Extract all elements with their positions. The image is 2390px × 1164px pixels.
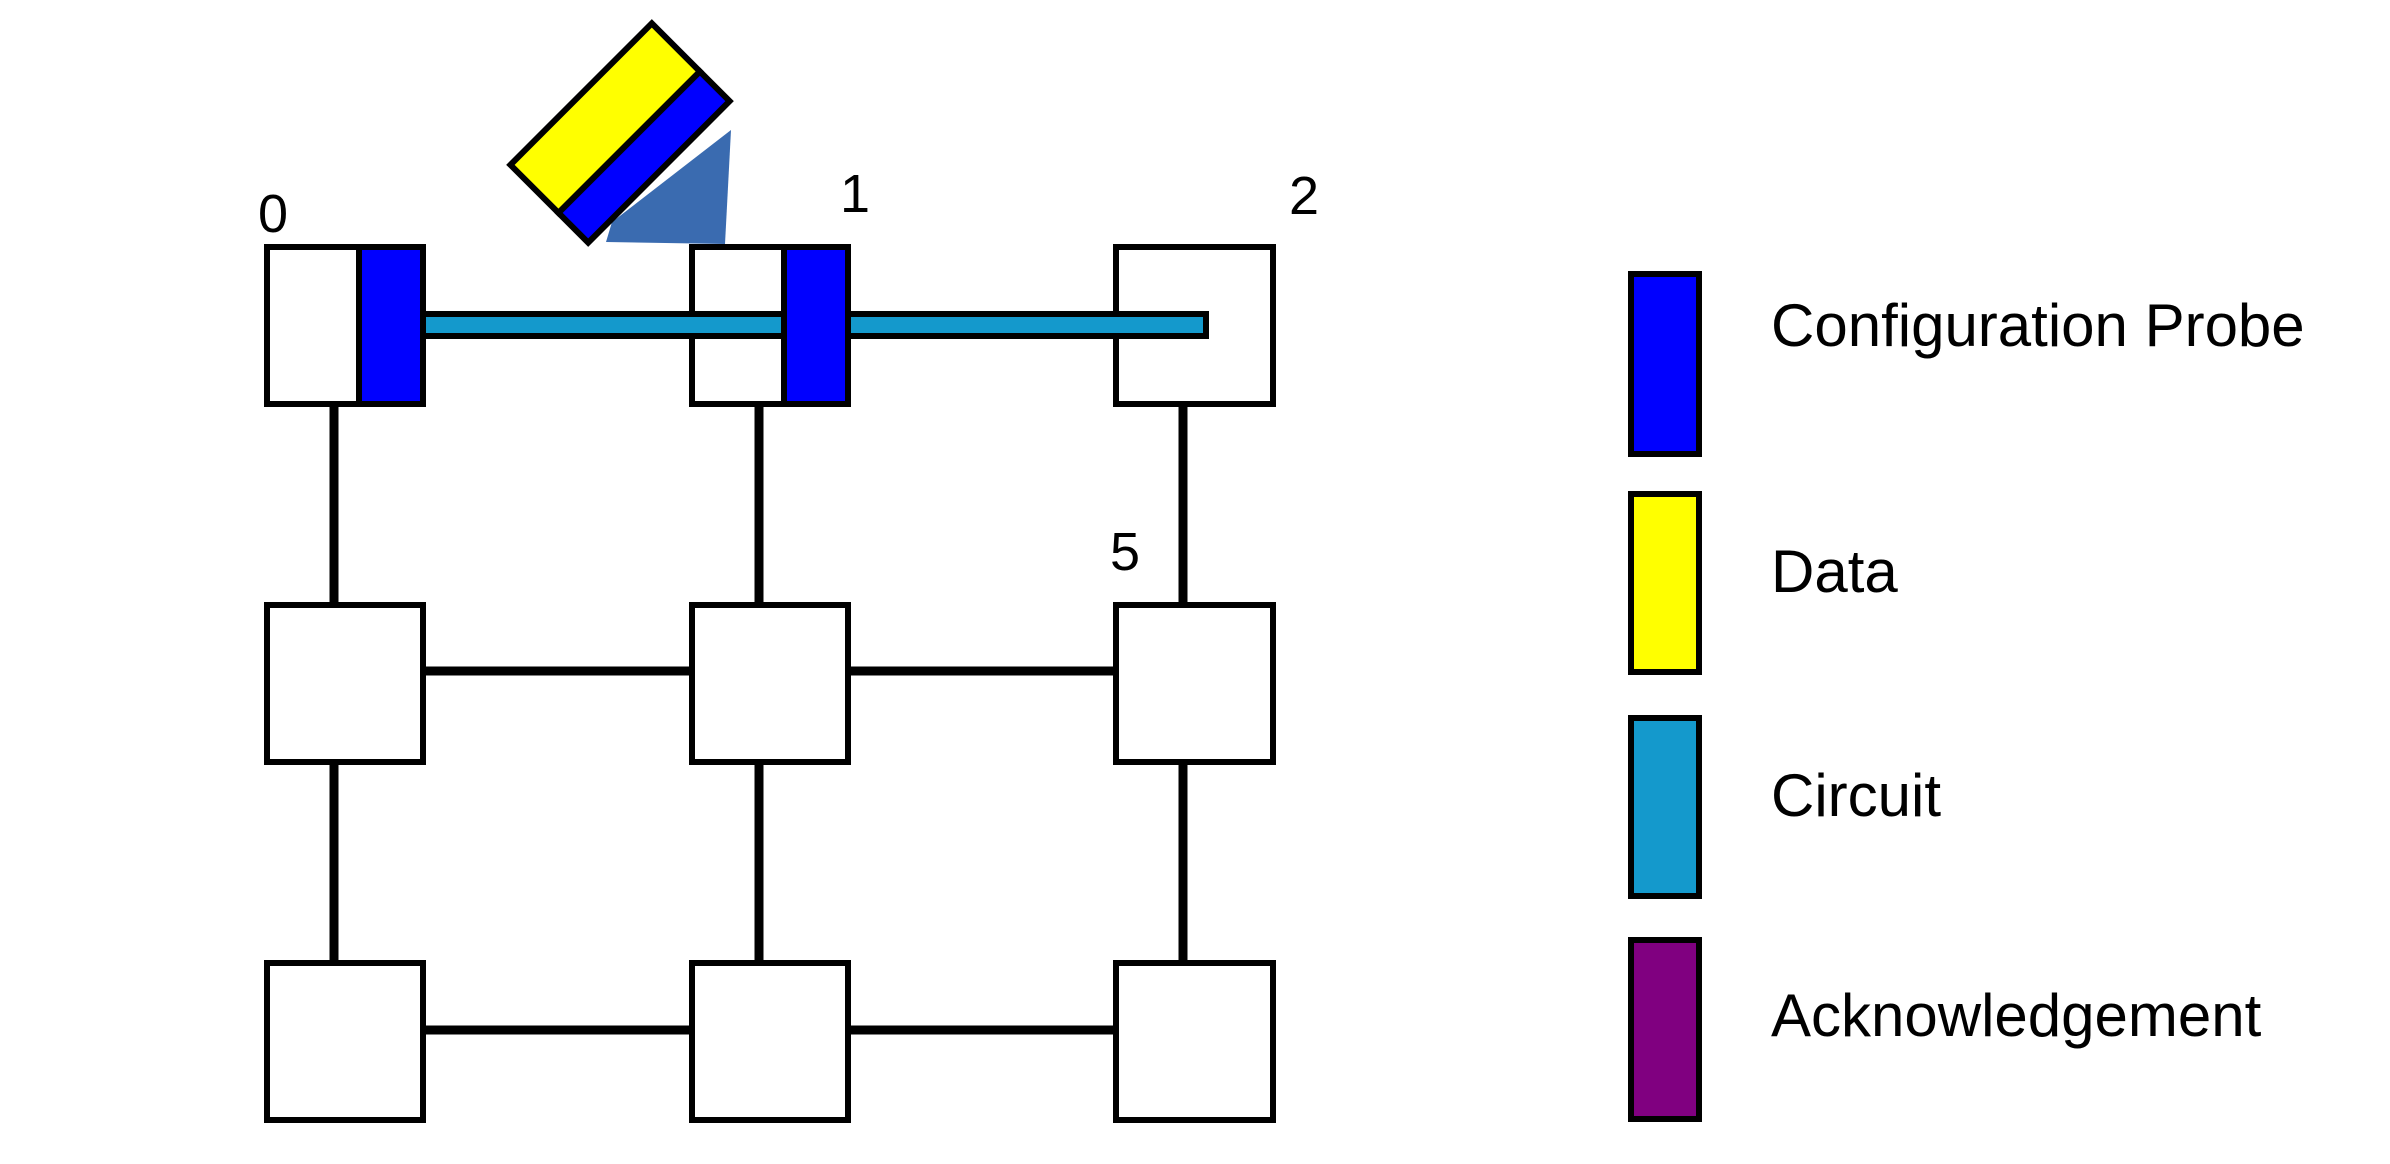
- mesh-links: [329, 404, 1188, 1035]
- legend-swatch-circuit: [1628, 715, 1702, 899]
- legend-item-data: Data: [1628, 491, 1898, 675]
- router-3: [264, 602, 426, 765]
- node-label-0: 0: [258, 184, 288, 244]
- router-8: [1113, 960, 1276, 1123]
- legend-swatch-data: [1628, 491, 1702, 675]
- legend-swatch-acknowledgement: [1628, 937, 1702, 1122]
- node-label-1: 1: [840, 164, 870, 224]
- legend-label-configuration-probe: Configuration Probe: [1771, 292, 2305, 359]
- legend-label-circuit: Circuit: [1771, 762, 1941, 829]
- config-probe-router-0: [356, 244, 426, 407]
- legend-label-acknowledgement: Acknowledgement: [1771, 982, 2262, 1049]
- router-7: [689, 960, 851, 1123]
- node-label-2: 2: [1289, 166, 1319, 226]
- packet-beam: [606, 130, 731, 244]
- incoming-packet: [506, 19, 734, 247]
- legend: Configuration Probe Data Circuit Acknowl…: [1628, 271, 2305, 1122]
- legend-item-acknowledgement: Acknowledgement: [1628, 937, 2262, 1122]
- router-5: [1113, 602, 1276, 765]
- legend-item-configuration-probe: Configuration Probe: [1628, 271, 2305, 457]
- legend-item-circuit: Circuit: [1628, 715, 1941, 899]
- node-label-5: 5: [1110, 522, 1140, 582]
- router-6: [264, 960, 426, 1123]
- legend-label-data: Data: [1771, 538, 1898, 605]
- packet-probe-flit: [554, 67, 734, 247]
- router-4: [689, 602, 851, 765]
- legend-swatch-configuration-probe: [1628, 271, 1702, 457]
- config-probe-router-1: [781, 244, 851, 407]
